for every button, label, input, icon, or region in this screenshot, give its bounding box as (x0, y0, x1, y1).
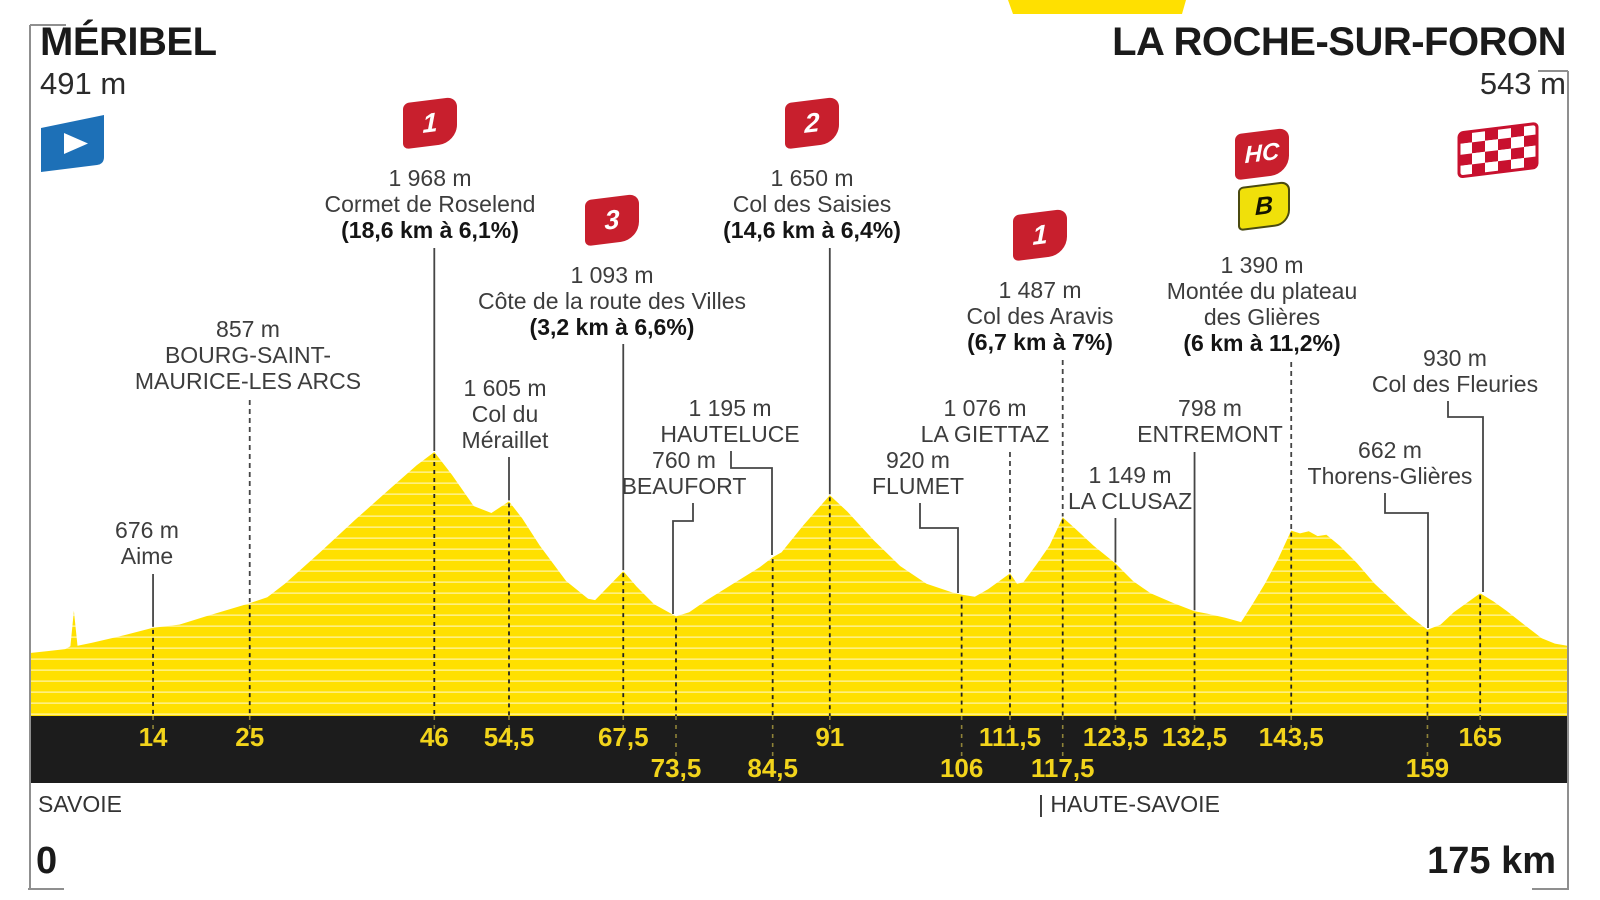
km-axis-bar (30, 716, 1568, 783)
start-flag-icon (41, 115, 104, 172)
finish-town-name: LA ROCHE-SUR-FORON (1112, 20, 1566, 64)
km-tick-label: 111,5 (979, 722, 1041, 752)
km-start-label: 0 (36, 840, 58, 882)
km-tick-label: 123,5 (1083, 722, 1148, 752)
km-tick-label: 84,5 (747, 753, 798, 783)
finish-flag-icon (1457, 122, 1539, 179)
top-ribbon (1008, 0, 1186, 14)
km-tick-label: 91 (815, 722, 844, 752)
km-tick-label: 159 (1406, 753, 1449, 783)
waypoint-connector-elbow (1447, 401, 1484, 592)
start-altitude: 491 m (40, 66, 127, 101)
km-tick-label: 143,5 (1259, 722, 1324, 752)
km-tick-label: 73,5 (651, 753, 702, 783)
finish-header: LA ROCHE-SUR-FORON 543 m (1112, 20, 1566, 102)
km-total-label: 175 km (1427, 840, 1556, 882)
finish-altitude: 543 m (1479, 66, 1566, 101)
elevation-area (30, 452, 1569, 716)
waypoint-connector-elbow (730, 451, 773, 555)
start-header: MÉRIBEL 491 m (40, 20, 217, 102)
waypoint-connector-elbow (919, 503, 959, 593)
km-tick-label: 14 (139, 722, 168, 752)
km-tick-label: 132,5 (1162, 722, 1227, 752)
km-tick-label: 117,5 (1031, 753, 1095, 783)
waypoint-connector-elbow (1384, 493, 1429, 628)
km-tick-label: 165 (1458, 722, 1501, 752)
km-tick-label: 67,5 (598, 722, 649, 752)
km-tick-label: 25 (235, 722, 264, 752)
km-tick-label: 106 (940, 753, 983, 783)
start-town-name: MÉRIBEL (40, 20, 217, 64)
region-label-savoie: SAVOIE (38, 791, 122, 817)
km-tick-label: 54,5 (484, 722, 535, 752)
km-tick-label: 46 (420, 722, 449, 752)
frame (28, 24, 1569, 890)
region-label-haute-savoie: | HAUTE-SAVOIE (1038, 791, 1220, 817)
waypoint-connector-elbow (672, 503, 694, 614)
